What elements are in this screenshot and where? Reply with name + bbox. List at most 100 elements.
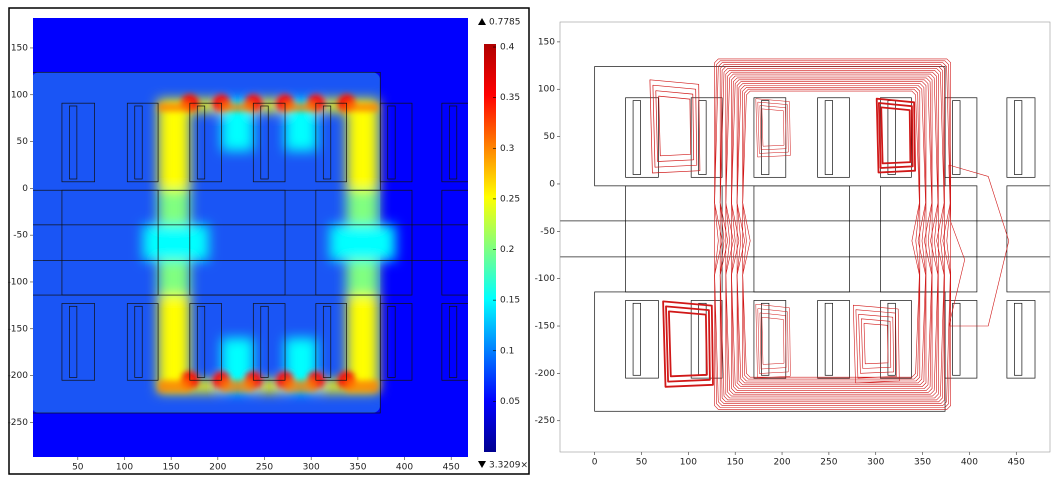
x-tick-label: 350 <box>914 458 931 468</box>
flux-loop <box>659 96 691 156</box>
slot <box>1007 300 1035 378</box>
colorbar-tick-label: 0.3 <box>500 144 514 154</box>
hot-band <box>347 103 379 111</box>
field-background <box>33 413 468 457</box>
y-tick-label: -50 <box>540 227 555 237</box>
colorbar-tick-label: 0.05 <box>500 397 520 407</box>
hot-band <box>158 380 190 392</box>
streamline <box>737 86 926 383</box>
y-tick-label: 0 <box>549 179 555 189</box>
slot <box>1007 98 1035 178</box>
colorbar-tick-label: 0.1 <box>500 346 514 356</box>
heatmap-area <box>0 18 498 457</box>
x-tick-label: 300 <box>303 463 320 473</box>
streamline <box>737 84 926 385</box>
coil <box>953 101 960 175</box>
y-tick-label: 150 <box>11 43 28 53</box>
x-tick-label: 50 <box>636 458 648 468</box>
y-tick-label: 100 <box>11 90 28 100</box>
max-marker <box>478 18 486 25</box>
x-tick-label: 200 <box>773 458 790 468</box>
x-tick-label: 150 <box>727 458 744 468</box>
x-tick-label: 350 <box>349 463 366 473</box>
outer-loop <box>949 165 1009 326</box>
colorbar-tick-label: 0.2 <box>500 245 514 255</box>
coil <box>633 101 640 175</box>
y-tick-label: -200 <box>535 369 556 379</box>
streamline <box>726 70 939 398</box>
x-tick-label: 100 <box>116 463 133 473</box>
x-tick-label: 200 <box>209 463 226 473</box>
y-tick-label: -100 <box>8 277 29 287</box>
y-tick-label: -50 <box>13 231 28 241</box>
x-tick-label: 450 <box>1008 458 1025 468</box>
rotor-tooth <box>626 257 723 292</box>
gap-flux <box>347 260 379 295</box>
x-tick-label: 400 <box>396 463 413 473</box>
colorbar-tick-label: 0.4 <box>500 43 515 53</box>
y-tick-label: -250 <box>8 418 29 428</box>
coil <box>825 303 832 375</box>
colorbar-tick-label: 0.25 <box>500 194 520 204</box>
rotor-tooth <box>880 257 977 292</box>
hot-band <box>158 103 190 111</box>
y-tick-label: -150 <box>8 324 29 334</box>
coil <box>633 303 640 375</box>
rotor-gap <box>977 221 1007 257</box>
x-tick-label: 50 <box>72 463 84 473</box>
rotor-gap <box>850 221 881 257</box>
x-tick-label: 0 <box>592 458 598 468</box>
hot-band <box>285 103 316 111</box>
flux-loop <box>760 106 786 150</box>
slot <box>818 98 850 178</box>
gap-flux <box>330 225 395 261</box>
gap-flux <box>347 190 379 225</box>
flux-loop <box>861 319 891 369</box>
y-tick-label: -150 <box>535 322 556 332</box>
slot <box>626 300 659 378</box>
rotor-tooth <box>754 186 850 221</box>
slot <box>818 300 850 378</box>
rotor-tooth <box>754 257 850 292</box>
hot-band <box>222 103 254 111</box>
x-tick-label: 250 <box>256 463 273 473</box>
hot-band <box>347 380 379 392</box>
y-tick-label: 50 <box>544 132 556 142</box>
flux-loop <box>879 103 913 168</box>
y-tick-label: 50 <box>17 137 29 147</box>
flux-loop <box>881 107 910 163</box>
coil <box>1014 303 1021 375</box>
gap-flux <box>143 225 208 261</box>
streamline-area <box>557 59 1053 411</box>
min-marker <box>478 461 486 468</box>
colorbar-tick-label: 0.15 <box>500 296 520 306</box>
coil <box>825 101 832 175</box>
rotor-tooth <box>1007 186 1053 221</box>
rotor-tooth <box>1007 257 1053 292</box>
y-tick-label: -250 <box>535 416 556 426</box>
gap-flux <box>158 190 190 225</box>
flux-loop <box>762 109 784 146</box>
colorbar-min: 3.3209× <box>489 461 528 471</box>
y-tick-label: -200 <box>8 371 29 381</box>
coil <box>953 303 960 375</box>
rotor-gap <box>722 221 754 257</box>
rotor-tooth <box>626 186 723 221</box>
x-tick-label: 100 <box>680 458 697 468</box>
streamline <box>726 74 938 394</box>
rotor-gap <box>557 221 625 257</box>
hot-band <box>285 380 316 392</box>
x-tick-label: 150 <box>163 463 180 473</box>
hot-band <box>222 380 254 392</box>
streamline <box>726 72 938 396</box>
colorbar-tick-label: 0.35 <box>500 93 520 103</box>
gap-flux <box>158 260 190 295</box>
coil <box>1014 101 1021 175</box>
x-tick-label: 250 <box>820 458 837 468</box>
figure: 0.40.350.30.250.20.150.10.050.77853.3209… <box>0 0 1053 476</box>
colorbar <box>484 44 496 452</box>
x-tick-label: 300 <box>867 458 884 468</box>
flux-loop <box>656 91 694 162</box>
plot-frame <box>560 22 1050 452</box>
flux-loop <box>762 317 784 364</box>
